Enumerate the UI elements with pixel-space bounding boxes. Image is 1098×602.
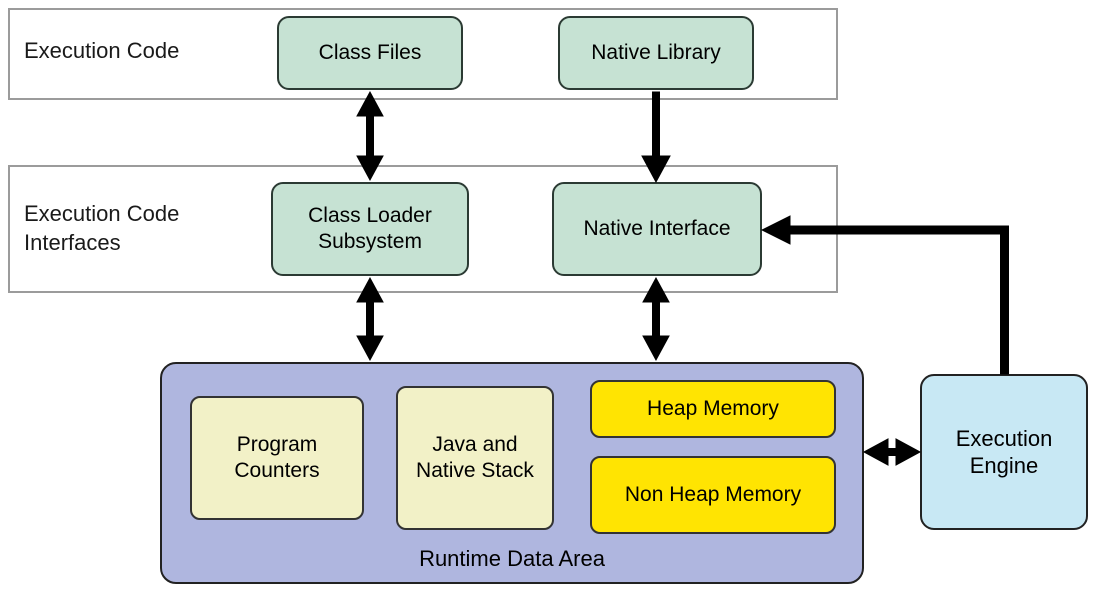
- node-execution-engine: Execution Engine: [920, 374, 1088, 530]
- text-non-heap-memory: Non Heap Memory: [625, 482, 801, 508]
- text-native-library: Native Library: [591, 40, 721, 66]
- text-class-files: Class Files: [319, 40, 422, 66]
- text-execution-engine: Execution Engine: [930, 425, 1078, 480]
- node-heap-memory: Heap Memory: [590, 380, 836, 438]
- node-non-heap-memory: Non Heap Memory: [590, 456, 836, 534]
- text-runtime-data-area: Runtime Data Area: [419, 545, 605, 573]
- node-native-library: Native Library: [558, 16, 754, 90]
- node-native-interface: Native Interface: [552, 182, 762, 276]
- node-class-files: Class Files: [277, 16, 463, 90]
- label-execution-code-interfaces: Execution Code Interfaces: [24, 200, 254, 257]
- node-java-native-stack: Java and Native Stack: [396, 386, 554, 530]
- text-heap-memory: Heap Memory: [647, 396, 779, 422]
- node-program-counters: Program Counters: [190, 396, 364, 520]
- text-native-interface: Native Interface: [583, 216, 730, 242]
- text-java-native-stack: Java and Native Stack: [404, 432, 546, 485]
- text-execution-code-interfaces: Execution Code Interfaces: [24, 200, 254, 257]
- text-program-counters: Program Counters: [198, 432, 356, 485]
- text-execution-code: Execution Code: [24, 38, 179, 64]
- node-class-loader: Class Loader Subsystem: [271, 182, 469, 276]
- arrow-runtime-execengine: [864, 439, 920, 465]
- text-class-loader: Class Loader Subsystem: [277, 203, 463, 256]
- label-execution-code: Execution Code: [24, 38, 179, 64]
